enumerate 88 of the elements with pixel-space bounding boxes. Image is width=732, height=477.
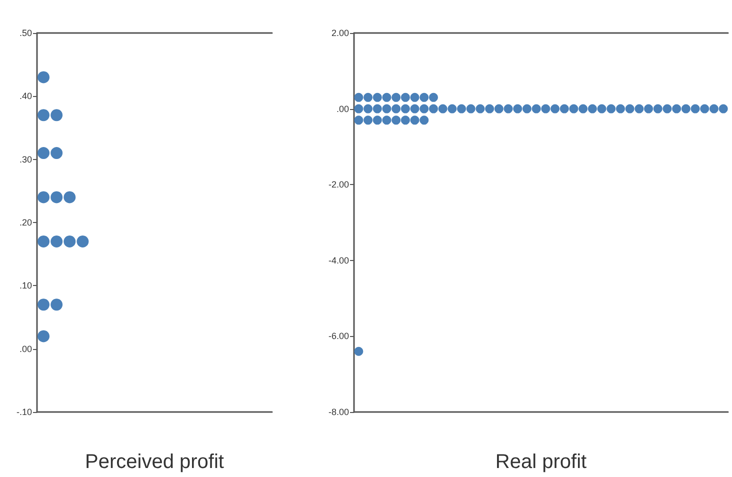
point [410, 104, 420, 114]
point [457, 104, 466, 114]
point [560, 104, 569, 114]
y-tick-label: .40 [19, 91, 32, 102]
point [364, 104, 373, 114]
point [709, 104, 718, 114]
y-tick-label: -2.00 [328, 180, 349, 190]
point [690, 104, 700, 114]
point [420, 104, 429, 114]
point [38, 71, 50, 84]
point [38, 235, 50, 248]
point [354, 116, 364, 125]
point [392, 104, 401, 114]
y-tick-label: .20 [19, 218, 32, 228]
point [354, 104, 364, 114]
point [513, 104, 522, 114]
point [625, 104, 634, 114]
point [50, 235, 63, 248]
point [400, 116, 410, 125]
point [616, 104, 625, 114]
point [578, 104, 588, 114]
y-tick-label: .00 [336, 104, 349, 114]
point [569, 104, 578, 114]
point [364, 116, 373, 125]
point [382, 104, 392, 114]
point [38, 191, 50, 204]
point [50, 147, 63, 160]
point [410, 116, 420, 125]
point [718, 104, 728, 114]
point [522, 104, 532, 114]
point [681, 104, 690, 114]
point [606, 104, 616, 114]
point [364, 92, 373, 102]
point [50, 298, 63, 311]
point [532, 104, 541, 114]
point [448, 104, 457, 114]
y-tick-label: .50 [19, 28, 32, 38]
point [476, 104, 485, 114]
y-tick-label: 2.00 [331, 28, 349, 38]
point [466, 104, 476, 114]
point [504, 104, 513, 114]
point [644, 104, 654, 114]
point [428, 92, 438, 102]
point [420, 92, 429, 102]
y-tick-label: -8.00 [328, 407, 349, 417]
point [588, 104, 597, 114]
point [64, 235, 76, 248]
point [392, 116, 401, 125]
point [672, 104, 682, 114]
point [50, 191, 63, 204]
y-tick-label: .10 [19, 280, 32, 291]
point [382, 92, 392, 102]
point [420, 116, 429, 125]
point [634, 104, 644, 114]
y-tick-label: .30 [19, 154, 32, 164]
point [485, 104, 494, 114]
point [662, 104, 672, 114]
y-tick-label: .00 [19, 344, 32, 354]
point [38, 330, 50, 342]
point [700, 104, 710, 114]
point [400, 92, 410, 102]
x-axis-title: Real profit [495, 451, 588, 473]
point [428, 104, 438, 114]
point [392, 92, 401, 102]
point [38, 298, 50, 311]
y-tick-label: -.10 [16, 407, 32, 417]
point [438, 104, 448, 114]
point [64, 191, 76, 204]
point [372, 92, 382, 102]
point [597, 104, 606, 114]
point [653, 104, 662, 114]
point [354, 92, 364, 102]
point [410, 92, 420, 102]
point [50, 109, 63, 122]
point [541, 104, 550, 114]
point [382, 116, 392, 125]
y-tick-label: -6.00 [328, 331, 349, 342]
point [400, 104, 410, 114]
point [372, 116, 382, 125]
point [550, 104, 560, 114]
point [354, 346, 364, 356]
point [38, 147, 50, 160]
point [38, 109, 50, 122]
point [76, 235, 89, 248]
point [372, 104, 382, 114]
point [494, 104, 504, 114]
y-tick-label: -4.00 [328, 255, 349, 266]
x-axis-title: Perceived profit [85, 451, 224, 473]
